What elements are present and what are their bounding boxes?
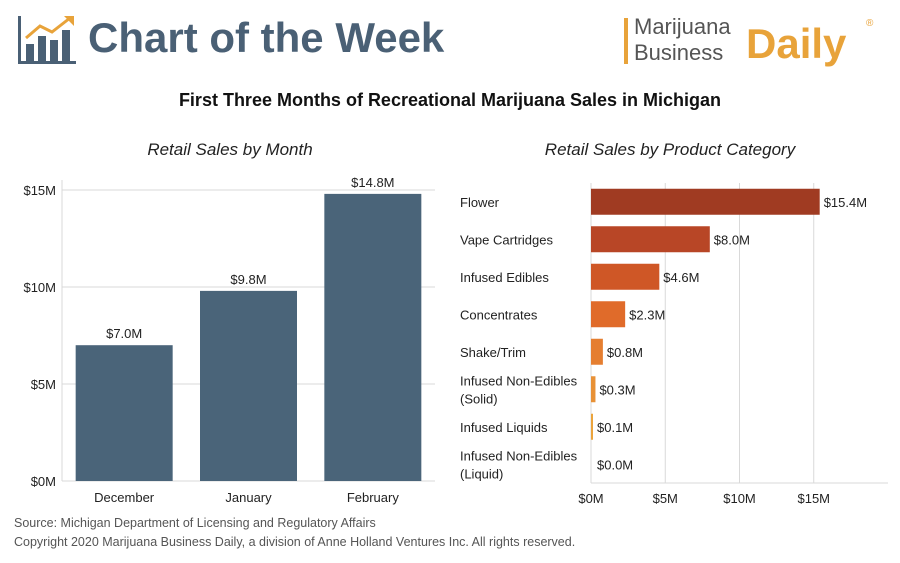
brand-accent-bar: [624, 18, 628, 64]
category-y-tick-label: Concentrates: [460, 307, 538, 322]
brand-logo: Marijuana Business Daily ®: [624, 14, 884, 70]
category-x-tick-label: $15M: [797, 491, 830, 506]
copyright-note: Copyright 2020 Marijuana Business Daily,…: [14, 535, 576, 549]
category-bar-value-label: $8.0M: [714, 232, 750, 247]
brand-daily: Daily: [746, 20, 847, 67]
month-x-tick-label: February: [347, 490, 400, 505]
month-bar-value-label: $9.8M: [230, 272, 266, 287]
category-bar: [591, 301, 626, 328]
chart-logo-icon: [18, 16, 76, 64]
category-bar: [591, 188, 820, 215]
month-y-tick-label: $15M: [23, 183, 56, 198]
category-bar-value-label: $2.3M: [629, 307, 665, 322]
category-y-tick-label: Infused Non-Edibles (Liquid): [460, 448, 578, 481]
month-bar-chart: $0M $5M $10M $15M $7.0M December $9.8M January $…: [23, 175, 435, 505]
main-title: First Three Months of Recreational Marij…: [178, 90, 722, 110]
category-bar: [591, 338, 603, 365]
category-bar-value-label: $0.8M: [607, 345, 643, 360]
month-x-tick-label: January: [225, 490, 272, 505]
category-y-tick-label: Vape Cartridges: [460, 232, 553, 247]
category-bar-value-label: $4.6M: [663, 270, 699, 285]
month-bar: [324, 193, 422, 481]
category-bar-value-label: $0.3M: [599, 382, 635, 397]
month-bar-value-label: $14.8M: [351, 175, 394, 190]
category-x-tick-label: $10M: [723, 491, 756, 506]
category-bar: [591, 413, 593, 440]
source-note: Source: Michigan Department of Licensing…: [14, 516, 376, 530]
category-y-tick-label: Infused Edibles: [460, 270, 549, 285]
category-bar-value-label: $15.4M: [824, 195, 867, 210]
category-bar-value-label: $0.1M: [597, 420, 633, 435]
category-bar-chart: $0M $5M $10M $15M $15.4M Flower $8.0M Vape Cart…: [460, 183, 888, 506]
month-y-tick-label: $5M: [31, 377, 56, 392]
category-x-tick-label: $0M: [578, 491, 603, 506]
month-chart-title: Retail Sales by Month: [147, 140, 313, 159]
brand-line2: Business: [634, 40, 724, 65]
category-x-tick-label: $5M: [653, 491, 678, 506]
category-y-tick-label: Infused Liquids: [460, 420, 548, 435]
page-header-title: Chart of the Week: [88, 14, 445, 61]
category-y-tick-label: Infused Non-Edibles (Solid): [460, 373, 578, 406]
category-bar: [591, 376, 596, 403]
category-bar-value-label: $0.0M: [597, 457, 633, 472]
category-y-tick-label: Shake/Trim: [460, 345, 526, 360]
month-y-tick-label: $0M: [31, 474, 56, 489]
brand-line1: Marijuana: [634, 14, 731, 39]
month-y-tick-label: $10M: [23, 280, 56, 295]
month-bar: [200, 290, 297, 481]
month-x-tick-label: December: [94, 490, 155, 505]
brand-registered-mark: ®: [866, 18, 874, 29]
month-bar-value-label: $7.0M: [106, 326, 142, 341]
category-y-tick-label: Flower: [460, 195, 500, 210]
category-chart-title: Retail Sales by Product Category: [544, 140, 796, 159]
month-bar: [75, 345, 173, 481]
category-bar: [591, 226, 710, 253]
category-bar: [591, 263, 660, 290]
